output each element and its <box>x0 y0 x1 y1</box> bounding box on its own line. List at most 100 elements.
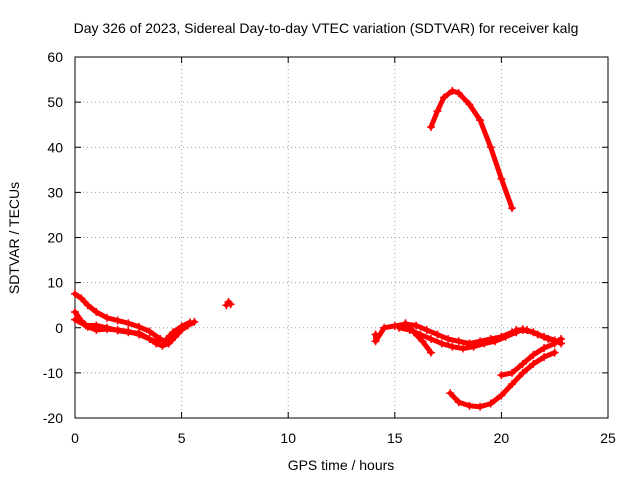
series-arc-7 <box>395 323 527 353</box>
y-tick-label: 40 <box>47 139 63 155</box>
data-point <box>371 337 380 346</box>
data-point <box>448 86 457 95</box>
data-point <box>102 323 111 332</box>
data-point <box>508 380 517 389</box>
data-point <box>401 319 410 328</box>
data-point <box>497 371 506 380</box>
data-point <box>444 335 453 344</box>
data-point <box>427 348 436 357</box>
series-trace <box>72 291 170 345</box>
data-point <box>512 326 521 335</box>
data-point <box>518 368 527 377</box>
data-point <box>437 339 446 348</box>
series-arc-3 <box>71 315 161 346</box>
data-point <box>145 327 154 336</box>
data-point <box>71 315 79 324</box>
data-point <box>186 318 195 327</box>
data-point <box>480 339 489 348</box>
data-point <box>459 344 468 353</box>
data-point <box>113 316 122 325</box>
series-arc-4 <box>162 318 195 344</box>
y-tick-label: 10 <box>47 275 63 291</box>
series-arc-11 <box>446 348 559 411</box>
data-point <box>380 323 389 332</box>
data-point <box>454 337 463 346</box>
data-point <box>540 344 549 353</box>
y-axis-label: SDTVAR / TECUs <box>6 182 22 294</box>
data-point <box>550 348 559 357</box>
data-point <box>427 122 436 131</box>
data-point <box>497 174 506 183</box>
data-point <box>71 289 79 298</box>
data-point <box>169 328 178 337</box>
data-point <box>439 93 448 102</box>
data-point <box>446 389 455 398</box>
data-point <box>501 332 510 341</box>
data-point <box>533 330 542 339</box>
data-point <box>409 328 418 337</box>
series-arc-9 <box>512 326 563 346</box>
data-point <box>454 89 463 98</box>
chart-title: Day 326 of 2023, Sidereal Day-to-day VTE… <box>74 20 579 36</box>
x-tick-label: 25 <box>600 430 616 446</box>
data-point <box>371 330 380 339</box>
y-axis: -20 -10 0 10 20 30 40 50 60 <box>43 49 608 426</box>
data-point <box>92 321 101 330</box>
data-point <box>454 398 463 407</box>
series-trace <box>498 336 564 378</box>
y-tick-label: 0 <box>55 320 63 336</box>
data-point <box>83 301 92 310</box>
data-point <box>508 368 517 377</box>
series-trace <box>447 350 558 410</box>
data-point <box>134 329 143 338</box>
data-point <box>522 326 531 335</box>
data-point <box>529 350 538 359</box>
data-point <box>557 335 566 344</box>
data-point <box>395 323 404 332</box>
data-point <box>81 321 90 330</box>
data-point <box>508 204 517 213</box>
data-point <box>540 353 549 362</box>
series-trace <box>428 88 515 211</box>
x-axis-label: GPS time / hours <box>288 457 395 473</box>
data-point <box>164 339 173 348</box>
series-arc-5 <box>222 298 235 310</box>
data-series <box>71 86 566 411</box>
data-point <box>465 100 474 109</box>
plot-frame <box>74 56 609 419</box>
data-point <box>177 322 186 331</box>
data-point <box>476 402 485 411</box>
data-point <box>92 307 101 316</box>
data-point <box>448 342 457 351</box>
data-point <box>497 391 506 400</box>
data-point <box>71 307 79 316</box>
x-tick-label: 0 <box>71 430 79 446</box>
data-point <box>433 107 442 116</box>
data-point <box>486 399 495 408</box>
data-point <box>418 337 427 346</box>
data-point <box>550 339 559 348</box>
data-point <box>124 328 133 337</box>
data-point <box>162 335 171 344</box>
data-point <box>491 337 500 346</box>
data-point <box>102 313 111 322</box>
data-point <box>171 332 180 341</box>
data-point <box>465 401 474 410</box>
data-point <box>124 319 133 328</box>
y-tick-label: 60 <box>47 49 63 65</box>
series-arc-8 <box>401 319 436 357</box>
grid <box>75 57 608 418</box>
series-arc-12 <box>427 86 517 213</box>
data-point <box>145 335 154 344</box>
x-axis: 0 5 10 15 20 25 <box>71 57 616 446</box>
x-tick-label: 5 <box>178 430 186 446</box>
x-tick-label: 20 <box>494 430 510 446</box>
data-point <box>486 143 495 152</box>
series-trace <box>403 320 434 356</box>
y-tick-label: 30 <box>47 184 63 200</box>
series-arc-10 <box>497 335 566 380</box>
data-point <box>427 335 436 344</box>
data-point <box>422 326 431 335</box>
data-point <box>412 321 421 330</box>
